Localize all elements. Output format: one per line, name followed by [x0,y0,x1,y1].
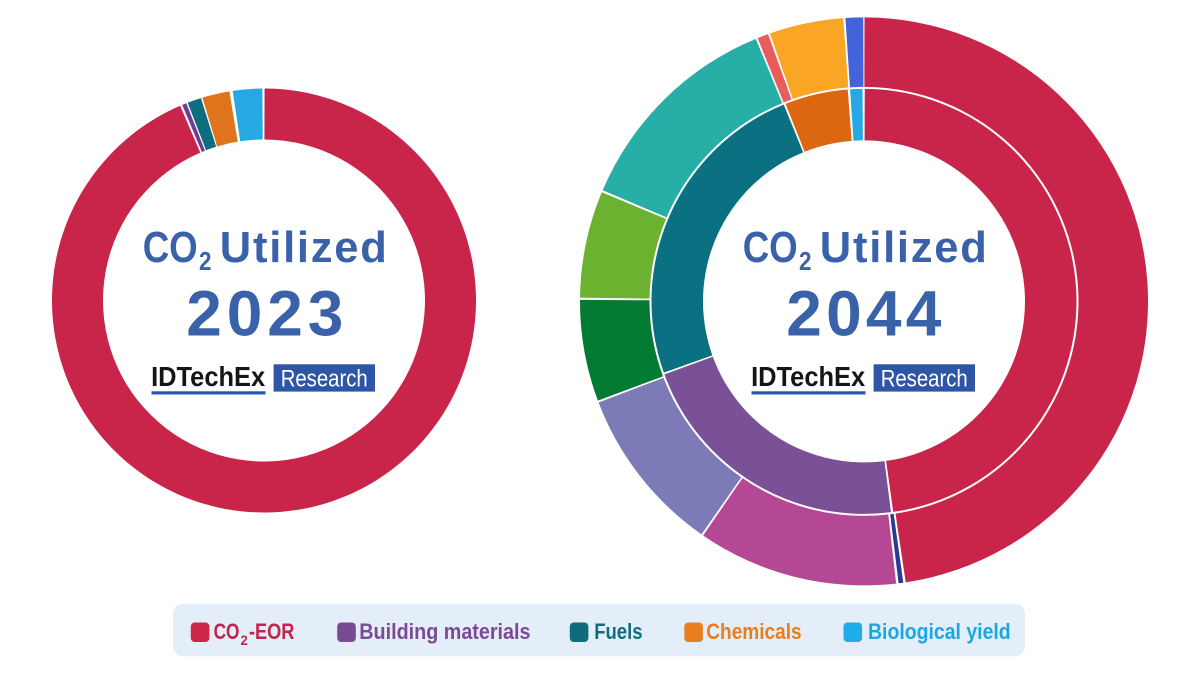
svg-text:CO: CO [143,224,198,272]
svg-text:2: 2 [199,246,212,276]
svg-text:CO: CO [214,619,240,644]
svg-text:IDTechEx: IDTechEx [751,361,866,392]
svg-text:Chemicals: Chemicals [706,619,801,644]
svg-text:2: 2 [799,246,812,276]
svg-text:IDTechEx: IDTechEx [151,361,266,392]
svg-text:-EOR: -EOR [249,619,294,644]
svg-text:Research: Research [281,365,368,392]
svg-text:Fuels: Fuels [594,619,642,644]
svg-text:Research: Research [881,365,968,392]
svg-text:CO: CO [743,224,798,272]
svg-text:Building materials: Building materials [359,619,530,644]
svg-text:Biological yield: Biological yield [868,619,1011,644]
svg-text:2: 2 [241,633,248,648]
svg-text:Utilized: Utilized [820,224,987,272]
svg-text:Utilized: Utilized [220,224,387,272]
